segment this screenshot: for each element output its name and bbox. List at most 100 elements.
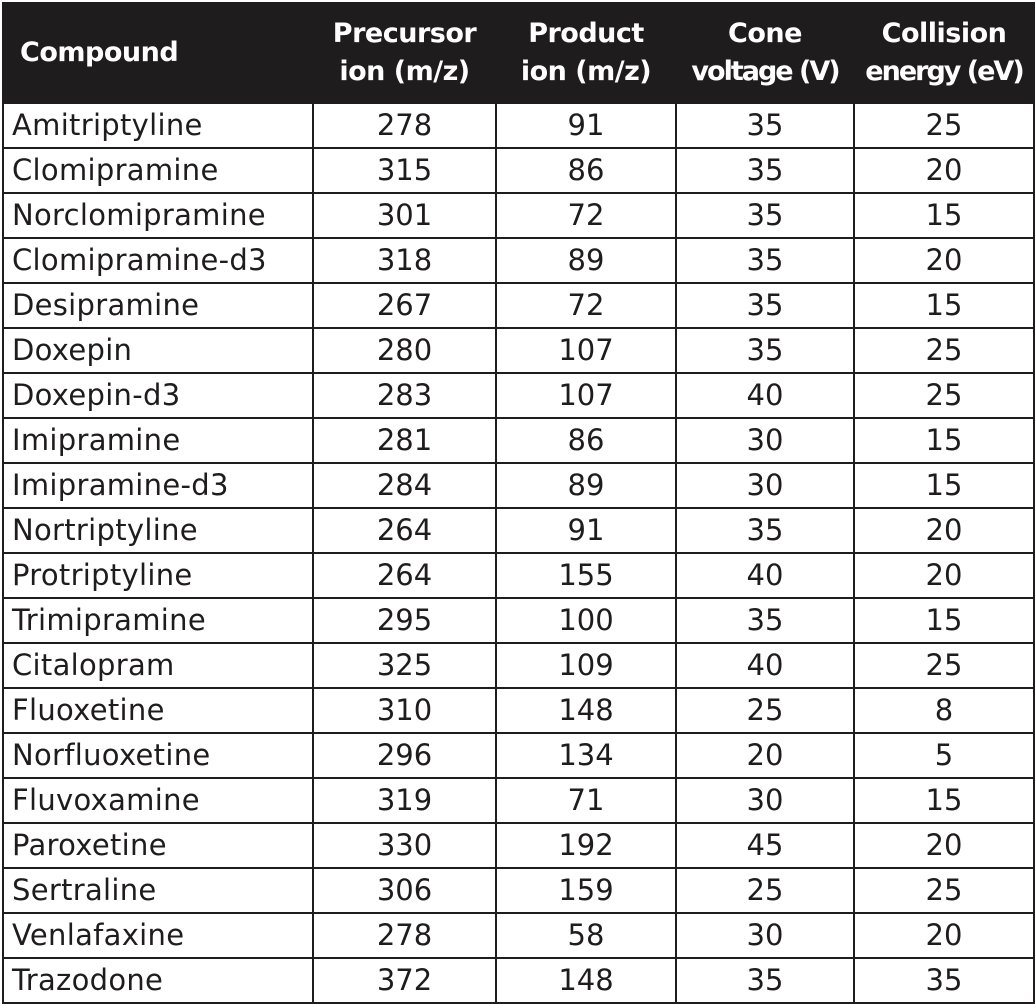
cell-precursor-ion: 319 [312,777,497,824]
cell-compound: Imipramine [2,417,314,464]
cell-collision-energy: 20 [853,147,1035,194]
table-row: Trazodone 372 148 35 35 [2,957,1035,1004]
cell-product-ion: 100 [495,597,677,644]
cell-precursor-ion: 280 [312,327,497,374]
cell-collision-energy: 15 [853,282,1035,329]
cell-product-ion: 86 [495,147,677,194]
cell-collision-energy: 15 [853,417,1035,464]
cell-compound: Trimipramine [2,597,314,644]
header-cone-voltage: Cone voltage (V) [675,2,855,104]
cell-compound: Desipramine [2,282,314,329]
cell-product-ion: 109 [495,642,677,689]
cell-precursor-ion: 281 [312,417,497,464]
cell-compound: Amitriptyline [2,102,314,149]
cell-compound: Doxepin-d3 [2,372,314,419]
cell-precursor-ion: 264 [312,507,497,554]
table-row: Clomipramine 315 86 35 20 [2,147,1035,194]
table-row: Paroxetine 330 192 45 20 [2,822,1035,869]
cell-cone-voltage: 20 [675,732,855,779]
table-row: Trimipramine 295 100 35 15 [2,597,1035,644]
cell-product-ion: 107 [495,327,677,374]
cell-compound: Doxepin [2,327,314,374]
table-row: Venlafaxine 278 58 30 20 [2,912,1035,959]
cell-precursor-ion: 310 [312,687,497,734]
cell-product-ion: 72 [495,282,677,329]
cell-precursor-ion: 325 [312,642,497,689]
header-product-ion: Product ion (m/z) [495,2,677,104]
cell-product-ion: 134 [495,732,677,779]
cell-compound: Venlafaxine [2,912,314,959]
cell-cone-voltage: 35 [675,147,855,194]
table-row: Protriptyline 264 155 40 20 [2,552,1035,599]
table-row: Amitriptyline 278 91 35 25 [2,102,1035,149]
cell-cone-voltage: 30 [675,417,855,464]
cell-product-ion: 107 [495,372,677,419]
cell-collision-energy: 25 [853,867,1035,914]
cell-product-ion: 72 [495,192,677,239]
header-compound: Compound [2,2,314,104]
cell-cone-voltage: 35 [675,237,855,284]
cell-cone-voltage: 40 [675,372,855,419]
cell-cone-voltage: 35 [675,192,855,239]
cell-collision-energy: 35 [853,957,1035,1004]
cell-precursor-ion: 278 [312,102,497,149]
cell-product-ion: 148 [495,957,677,1004]
cell-collision-energy: 20 [853,237,1035,284]
cell-product-ion: 159 [495,867,677,914]
cell-compound: Citalopram [2,642,314,689]
cell-precursor-ion: 330 [312,822,497,869]
cell-product-ion: 148 [495,687,677,734]
cell-product-ion: 86 [495,417,677,464]
table-body: Amitriptyline 278 91 35 25 Clomipramine 315 86 3… [2,102,1035,1004]
table-row: Norclomipramine 301 72 35 15 [2,192,1035,239]
cell-collision-energy: 25 [853,102,1035,149]
cell-compound: Clomipramine [2,147,314,194]
table-row: Sertraline 306 159 25 25 [2,867,1035,914]
table-header: Compound Precursor ion (m/z) Product ion… [2,2,1035,104]
cell-cone-voltage: 35 [675,327,855,374]
cell-precursor-ion: 296 [312,732,497,779]
cell-compound: Norfluoxetine [2,732,314,779]
cell-product-ion: 91 [495,507,677,554]
cell-compound: Norclomipramine [2,192,314,239]
cell-cone-voltage: 35 [675,102,855,149]
cell-precursor-ion: 372 [312,957,497,1004]
cell-cone-voltage: 35 [675,507,855,554]
table-row: Doxepin 280 107 35 25 [2,327,1035,374]
cell-compound: Fluvoxamine [2,777,314,824]
cell-compound: Paroxetine [2,822,314,869]
table-row: Fluoxetine 310 148 25 8 [2,687,1035,734]
cell-precursor-ion: 318 [312,237,497,284]
cell-cone-voltage: 35 [675,597,855,644]
cell-cone-voltage: 40 [675,642,855,689]
cell-precursor-ion: 284 [312,462,497,509]
cell-cone-voltage: 35 [675,957,855,1004]
cell-collision-energy: 20 [853,507,1035,554]
cell-collision-energy: 25 [853,327,1035,374]
cell-precursor-ion: 301 [312,192,497,239]
cell-collision-energy: 25 [853,642,1035,689]
cell-precursor-ion: 278 [312,912,497,959]
cell-collision-energy: 15 [853,192,1035,239]
cell-precursor-ion: 306 [312,867,497,914]
cell-collision-energy: 15 [853,777,1035,824]
cell-product-ion: 155 [495,552,677,599]
cell-compound: Sertraline [2,867,314,914]
cell-collision-energy: 25 [853,372,1035,419]
cell-precursor-ion: 267 [312,282,497,329]
cell-cone-voltage: 25 [675,867,855,914]
cell-cone-voltage: 25 [675,687,855,734]
cell-cone-voltage: 45 [675,822,855,869]
table-row: Imipramine 281 86 30 15 [2,417,1035,464]
header-collision-energy: Collision energy (eV) [853,2,1035,104]
cell-compound: Protriptyline [2,552,314,599]
cell-compound: Trazodone [2,957,314,1004]
table-row: Norfluoxetine 296 134 20 5 [2,732,1035,779]
table-row: Clomipramine-d3 318 89 35 20 [2,237,1035,284]
cell-cone-voltage: 30 [675,462,855,509]
cell-collision-energy: 20 [853,552,1035,599]
cell-cone-voltage: 30 [675,912,855,959]
cell-product-ion: 71 [495,777,677,824]
